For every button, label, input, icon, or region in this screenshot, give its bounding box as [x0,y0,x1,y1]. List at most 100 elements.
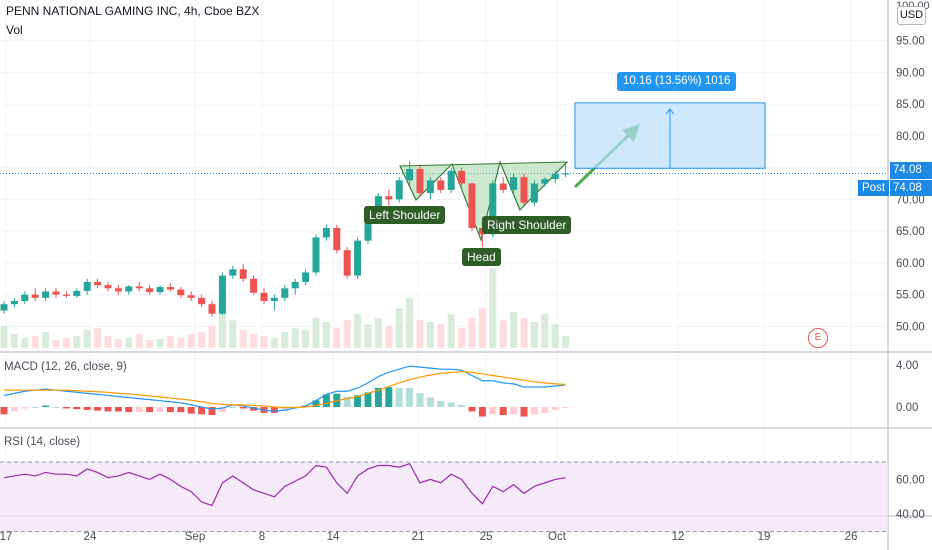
candle-body [354,240,362,276]
macd-histogram-bar [364,392,372,407]
macd-line [3,365,566,412]
macd-histogram-bar [510,407,518,415]
candle-body [468,183,476,228]
macd-histogram-bar [541,407,549,413]
candle-body [73,290,81,296]
candle-body [510,177,518,190]
candle-body [104,285,112,289]
rsi-tick-label: 60.00 [896,474,925,486]
candle-body [333,227,341,251]
macd-pane [0,365,570,417]
macd-histogram-bar [31,407,39,408]
macd-tick-label: 4.00 [896,360,918,372]
candle-body [31,294,39,298]
candle-body [208,304,216,314]
candle-body [94,281,102,286]
volume-bar [239,330,247,348]
candle-body [447,170,455,190]
rsi-tick-label: 40.00 [896,509,925,521]
macd-histogram-bar [426,397,434,407]
candle-body [499,183,507,190]
volume-bar [218,308,226,348]
volume-bar [416,320,424,348]
left-shoulder-label[interactable]: Left Shoulder [364,206,446,224]
volume-bar [562,336,570,348]
macd-histogram-bar [114,407,122,412]
macd-label[interactable]: MACD (12, 26, close, 9) [4,361,127,373]
volume-bar [322,322,330,348]
candle-body [166,287,174,290]
macd-histogram-bar [135,407,143,413]
macd-histogram-bar [406,387,414,407]
price-tick-label: 65.00 [896,226,925,238]
volume-bar [385,326,393,348]
symbol-title[interactable]: PENN NATIONAL GAMING INC, 4h, Cboe BZX [6,4,260,18]
price-tick-label: 60.00 [896,258,925,270]
candle-body [42,291,50,298]
volume-bar [447,314,455,348]
volume-bar [281,332,289,348]
candle-body [343,250,351,276]
time-tick-label: 26 [845,531,858,543]
earnings-icon[interactable]: E [808,328,828,348]
macd-histogram-bar [520,407,528,417]
volume-bar [374,318,382,348]
volume-bar [52,340,60,348]
volume-bar [250,334,258,348]
macd-histogram-bar [73,407,81,410]
target-zone [574,102,766,169]
volume-bar [530,322,538,348]
candle-body [541,179,549,184]
candle-body [458,170,466,184]
volume-bar [208,326,216,348]
pattern-outline [399,160,568,242]
candle-body [551,174,559,180]
macd-histogram-bar [416,393,424,407]
last-price-tag: 74.08 [890,162,932,179]
macd-histogram-bar [156,407,164,413]
macd-histogram-bar [166,407,174,413]
candle-body [385,196,393,200]
volume-bar [291,328,299,348]
head-label[interactable]: Head [462,248,501,266]
candle-body [250,278,258,293]
macd-histogram-bar [218,407,226,413]
volume-bar [426,322,434,348]
candle-body [395,180,403,200]
candle-body [562,173,570,175]
time-tick-label: 14 [327,531,340,543]
macd-histogram-bar [530,407,538,415]
volume-bar [166,336,174,348]
macd-histogram-bar [447,402,455,407]
macd-histogram-bar [551,407,559,410]
volume-bar [406,298,414,348]
macd-histogram-bar [62,407,70,409]
target-measure-label[interactable]: 10.16 (13.56%) 1016 [617,72,737,91]
volume-bar [302,330,310,348]
macd-histogram-bar [187,407,195,414]
time-tick-label: Sep [185,531,205,543]
candle-body [114,288,122,292]
right-shoulder-label[interactable]: Right Shoulder [482,216,572,234]
price-tick-label: 80.00 [896,131,925,143]
rsi-label[interactable]: RSI (14, close) [4,436,81,448]
volume-bar [156,339,164,348]
volume-bar [489,268,497,348]
macd-histogram-bar [395,387,403,407]
time-tick-label: 12 [672,531,685,543]
time-tick-label: 8 [259,531,265,543]
candle-body [187,295,195,298]
volume-bar [499,320,507,348]
time-tick-label: 21 [412,531,425,543]
macd-histogram-bar [125,407,133,413]
currency-badge[interactable]: USD [897,6,926,25]
volume-bar [260,336,268,348]
macd-histogram-bar [0,407,8,415]
volume-bar [333,328,341,348]
volume-bar [73,336,81,348]
volume-bar [104,336,112,348]
macd-histogram-bar [177,407,185,413]
volume-bar [541,314,549,348]
